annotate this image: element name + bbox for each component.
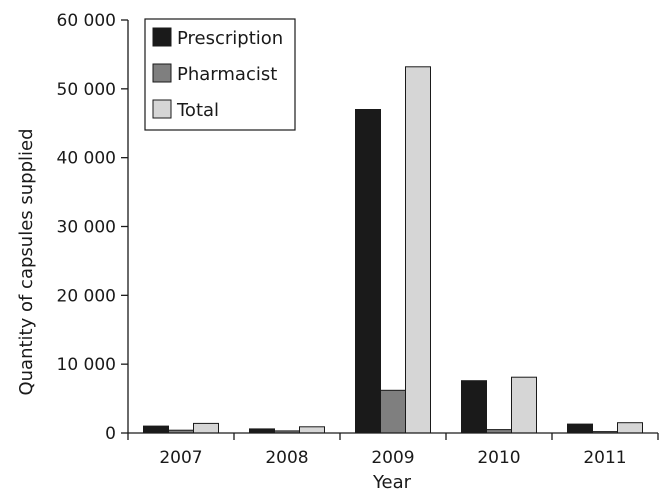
- y-ticks-layer: 0 10 000 20 000 30 000 40 000 50 000 60 000: [57, 11, 128, 444]
- x-ticks-layer: 2007 2008 2009 2010 2011: [127, 433, 659, 468]
- x-tick-label-2008: 2008: [265, 448, 308, 468]
- x-tick-label-2011: 2011: [583, 448, 626, 468]
- y-tick-label-60000: 60 000: [57, 11, 116, 31]
- legend-label-total: Total: [176, 100, 219, 121]
- bar-total-2011: [617, 422, 643, 434]
- bar-prescription-2010: [461, 380, 487, 434]
- y-tick-label-40000: 40 000: [57, 149, 116, 169]
- legend-label-prescription: Prescription: [177, 28, 283, 49]
- bar-prescription-2007: [143, 425, 169, 434]
- legend-swatch-pharmacist: [152, 63, 172, 83]
- bar-total-2007: [193, 422, 219, 434]
- y-tick-label-10000: 10 000: [57, 355, 116, 375]
- bar-total-2008: [299, 426, 325, 434]
- legend-swatch-prescription: [152, 27, 172, 47]
- x-tick-label-2009: 2009: [371, 448, 414, 468]
- x-tick-label-2007: 2007: [159, 448, 202, 468]
- legend: Prescription Pharmacist Total: [144, 18, 296, 131]
- bar-total-2010: [511, 376, 537, 434]
- y-axis-title: Quantity of capsules supplied: [16, 128, 37, 395]
- y-tick-label-0: 0: [105, 424, 116, 444]
- x-axis-title: Year: [372, 472, 412, 493]
- legend-swatch-total: [152, 99, 172, 119]
- bar-total-2009: [405, 66, 431, 434]
- bar-pharmacist-2009: [380, 389, 406, 434]
- bar-prescription-2009: [355, 109, 381, 434]
- bar-prescription-2011: [567, 423, 593, 434]
- x-tick-label-2010: 2010: [477, 448, 520, 468]
- y-tick-label-30000: 30 000: [57, 218, 116, 238]
- y-tick-label-50000: 50 000: [57, 80, 116, 100]
- y-tick-label-20000: 20 000: [57, 286, 116, 306]
- legend-label-pharmacist: Pharmacist: [177, 64, 277, 85]
